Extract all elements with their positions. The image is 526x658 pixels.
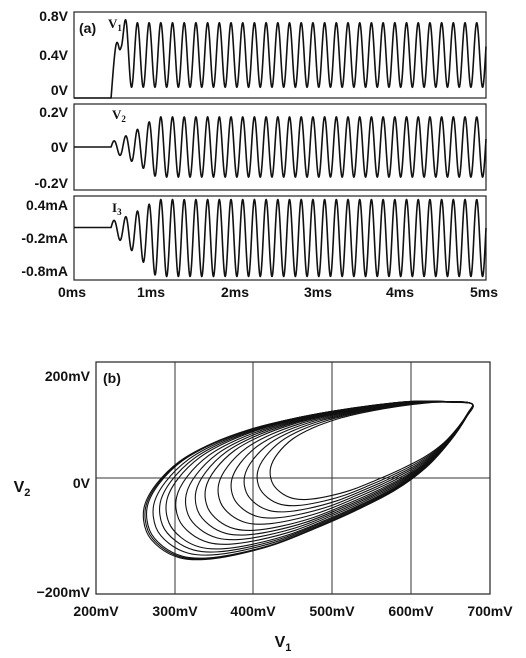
b-ytick-2: −200mV — [37, 584, 91, 600]
v2-series-label: V2 — [112, 107, 126, 124]
panel-a-xticks: 0ms 1ms 2ms 3ms 4ms 5ms — [58, 284, 498, 300]
b-xlabel: V1 — [275, 634, 292, 654]
subplot-v2: 0.2V 0V -0.2V V2 — [35, 103, 487, 191]
subplot-v1: 0.8V 0.4V 0V (a) V1 — [39, 8, 487, 99]
i3-ytick-1: -0.2mA — [21, 230, 68, 246]
a-xtick-4: 4ms — [386, 284, 414, 300]
i3-trace — [73, 198, 487, 278]
a-xtick-2: 2ms — [221, 284, 249, 300]
orbit-loop-0 — [269, 401, 474, 501]
a-xtick-1: 1ms — [137, 284, 165, 300]
panel-a-tag: (a) — [79, 20, 96, 36]
phase-portrait — [142, 400, 474, 561]
orbit-loop-4 — [217, 401, 474, 525]
v2-ytick-1: 0V — [51, 139, 69, 155]
panel-b: (b) 200mV 0V −200mV 200mV 300mV 400mV 50… — [14, 361, 513, 654]
b-ytick-1: 0V — [73, 475, 91, 491]
i3-ytick-2: -0.8mA — [21, 263, 68, 279]
orbit-loop-14 — [142, 400, 474, 561]
b-xtick-0: 200mV — [73, 603, 119, 619]
b-xtick-1: 300mV — [152, 603, 198, 619]
v1-series-label: V1 — [108, 16, 122, 33]
i3-ytick-0: 0.4mA — [26, 197, 68, 213]
v2-ytick-2: -0.2V — [35, 175, 69, 191]
v1-ytick-0: 0.8V — [39, 8, 68, 24]
i3-series-label: I3 — [112, 200, 122, 217]
b-xtick-3: 500mV — [309, 603, 355, 619]
v2-trace — [73, 116, 487, 178]
v1-ytick-1: 0.4V — [39, 47, 68, 63]
v1-trace — [73, 18, 487, 99]
v2-ytick-0: 0.2V — [39, 104, 68, 120]
b-xtick-5: 700mV — [467, 603, 513, 619]
b-ytick-0: 200mV — [45, 368, 91, 384]
panel-b-tag: (b) — [103, 370, 121, 386]
orbit-loop-1 — [256, 401, 474, 507]
a-xtick-3: 3ms — [304, 284, 332, 300]
b-ylabel: V2 — [14, 479, 31, 499]
subplot-i3: 0.4mA -0.2mA -0.8mA I3 — [21, 195, 487, 281]
orbit-loop-2 — [243, 401, 474, 513]
panel-a: 0.8V 0.4V 0V (a) V1 0.2V 0V -0.2V V2 0.4… — [21, 8, 498, 300]
b-xtick-4: 600mV — [388, 603, 434, 619]
orbit-loop-3 — [230, 401, 474, 519]
a-xtick-0: 0ms — [58, 284, 86, 300]
a-xtick-5: 5ms — [470, 284, 498, 300]
panel-b-grid — [96, 362, 490, 594]
b-xtick-2: 400mV — [230, 603, 276, 619]
v1-ytick-2: 0V — [51, 82, 69, 98]
